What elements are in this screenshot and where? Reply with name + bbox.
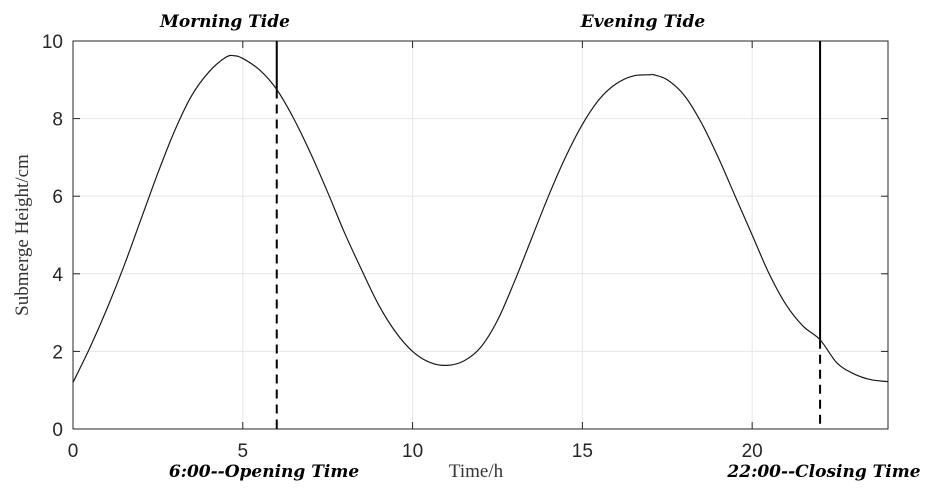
y-tick-label: 8 xyxy=(52,110,63,131)
y-tick-label: 2 xyxy=(52,342,63,363)
x-tick-label: 10 xyxy=(402,441,423,462)
x-tick-labels: 0 5 10 15 20 xyxy=(68,441,763,462)
series-line-submerge-height xyxy=(72,54,889,383)
y-axis-label: Submerge Height/cm xyxy=(12,154,33,316)
x-tick-label: 15 xyxy=(572,441,593,462)
time-markers xyxy=(275,41,822,429)
y-tick-label: 4 xyxy=(52,265,63,286)
annotation-opening-time: 6:00--Opening Time xyxy=(169,462,359,482)
x-axis-label: Time/h xyxy=(449,461,504,482)
annotation-closing-time: 22:00--Closing Time xyxy=(726,462,920,482)
x-tick-label: 5 xyxy=(238,441,249,462)
y-tick-label: 10 xyxy=(42,32,63,53)
y-tick-labels: 0 2 4 6 8 10 xyxy=(42,32,64,441)
x-tick-label: 20 xyxy=(742,441,763,462)
grid xyxy=(72,40,888,430)
y-tick-label: 0 xyxy=(52,420,63,441)
y-tick-label: 6 xyxy=(52,187,63,208)
annotation-morning-tide: Morning Tide xyxy=(159,12,290,32)
annotation-evening-tide: Evening Tide xyxy=(580,12,706,32)
plot-frame xyxy=(72,40,889,430)
tick-marks xyxy=(72,40,888,430)
x-tick-label: 0 xyxy=(68,441,79,462)
